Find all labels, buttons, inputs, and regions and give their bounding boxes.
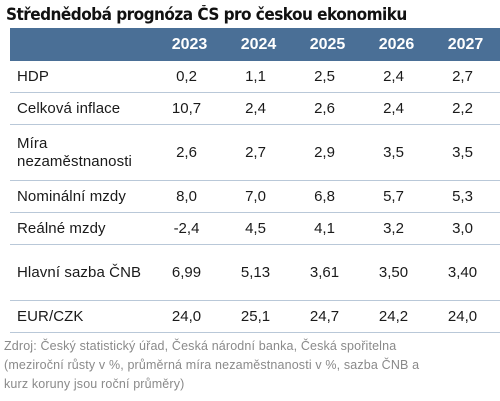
row-label: Celková inflace [10, 92, 155, 125]
table-cell: 2,7 [224, 124, 293, 181]
row-label: Míra nezaměstnanosti [10, 124, 155, 181]
table-row: Nominální mzdy 8,0 7,0 6,8 5,7 5,3 [10, 180, 500, 213]
table-cell: 2,4 [362, 61, 431, 93]
table-cell: 2,9 [293, 124, 362, 181]
source-line: Zdroj: Český statistický úřad, Česká nár… [4, 339, 397, 353]
table-cell: 2,6 [293, 92, 362, 125]
table-cell: 7,0 [224, 180, 293, 213]
table-cell: 1,1 [224, 61, 293, 93]
header-cell-year: 2027 [431, 28, 500, 61]
table-cell: 0,2 [155, 61, 224, 93]
table-cell: 10,7 [155, 92, 224, 125]
chart-title: Střednědobá prognóza ČS pro českou ekono… [6, 5, 407, 24]
table-cell: 2,2 [431, 92, 500, 125]
table-cell: 3,5 [431, 124, 500, 181]
source-note: Zdroj: Český statistický úřad, Česká nár… [4, 337, 500, 394]
table-header-row: 2023 2024 2025 2026 2027 [10, 28, 500, 61]
table-cell: 24,0 [431, 300, 500, 333]
source-line: (meziroční růsty v %, průměrná míra neza… [4, 358, 420, 372]
header-cell-year: 2024 [224, 28, 293, 61]
table-cell: -2,4 [155, 212, 224, 245]
row-label: Reálné mzdy [10, 212, 155, 245]
table-cell: 2,5 [293, 61, 362, 93]
table-row: Hlavní sazba ČNB 6,99 5,13 3,61 3,50 3,4… [10, 244, 500, 301]
row-label: EUR/CZK [10, 300, 155, 333]
table-cell: 3,0 [431, 212, 500, 245]
table-row: Míra nezaměstnanosti 2,6 2,7 2,9 3,5 3,5 [10, 124, 500, 181]
table-cell: 5,3 [431, 180, 500, 213]
table-cell: 2,7 [431, 61, 500, 93]
table-cell: 4,1 [293, 212, 362, 245]
table-cell: 24,2 [362, 300, 431, 333]
table-row: HDP 0,2 1,1 2,5 2,4 2,7 [10, 61, 500, 93]
table-cell: 6,99 [155, 244, 224, 301]
table-cell: 3,50 [362, 244, 431, 301]
table-row: Celková inflace 10,7 2,4 2,6 2,4 2,2 [10, 92, 500, 125]
header-cell-year: 2026 [362, 28, 431, 61]
row-label: Hlavní sazba ČNB [10, 244, 155, 301]
table-cell: 8,0 [155, 180, 224, 213]
table-cell: 4,5 [224, 212, 293, 245]
table-cell: 6,8 [293, 180, 362, 213]
table-cell: 25,1 [224, 300, 293, 333]
table-cell: 2,4 [224, 92, 293, 125]
table-cell: 3,61 [293, 244, 362, 301]
table-cell: 5,7 [362, 180, 431, 213]
row-label: Nominální mzdy [10, 180, 155, 213]
header-cell-year: 2023 [155, 28, 224, 61]
table-cell: 2,4 [362, 92, 431, 125]
table-row: Reálné mzdy -2,4 4,5 4,1 3,2 3,0 [10, 212, 500, 245]
table-cell: 5,13 [224, 244, 293, 301]
table-cell: 3,2 [362, 212, 431, 245]
table-cell: 2,6 [155, 124, 224, 181]
forecast-table: 2023 2024 2025 2026 2027 HDP 0,2 1,1 2,5… [10, 28, 500, 333]
table-row: EUR/CZK 24,0 25,1 24,7 24,2 24,0 [10, 300, 500, 333]
row-label: HDP [10, 61, 155, 93]
header-cell-year: 2025 [293, 28, 362, 61]
table-cell: 3,40 [431, 244, 500, 301]
table-cell: 3,5 [362, 124, 431, 181]
table-cell: 24,0 [155, 300, 224, 333]
table-cell: 24,7 [293, 300, 362, 333]
source-line: kurz koruny jsou roční průměry) [4, 377, 185, 391]
header-cell-label [10, 28, 155, 61]
